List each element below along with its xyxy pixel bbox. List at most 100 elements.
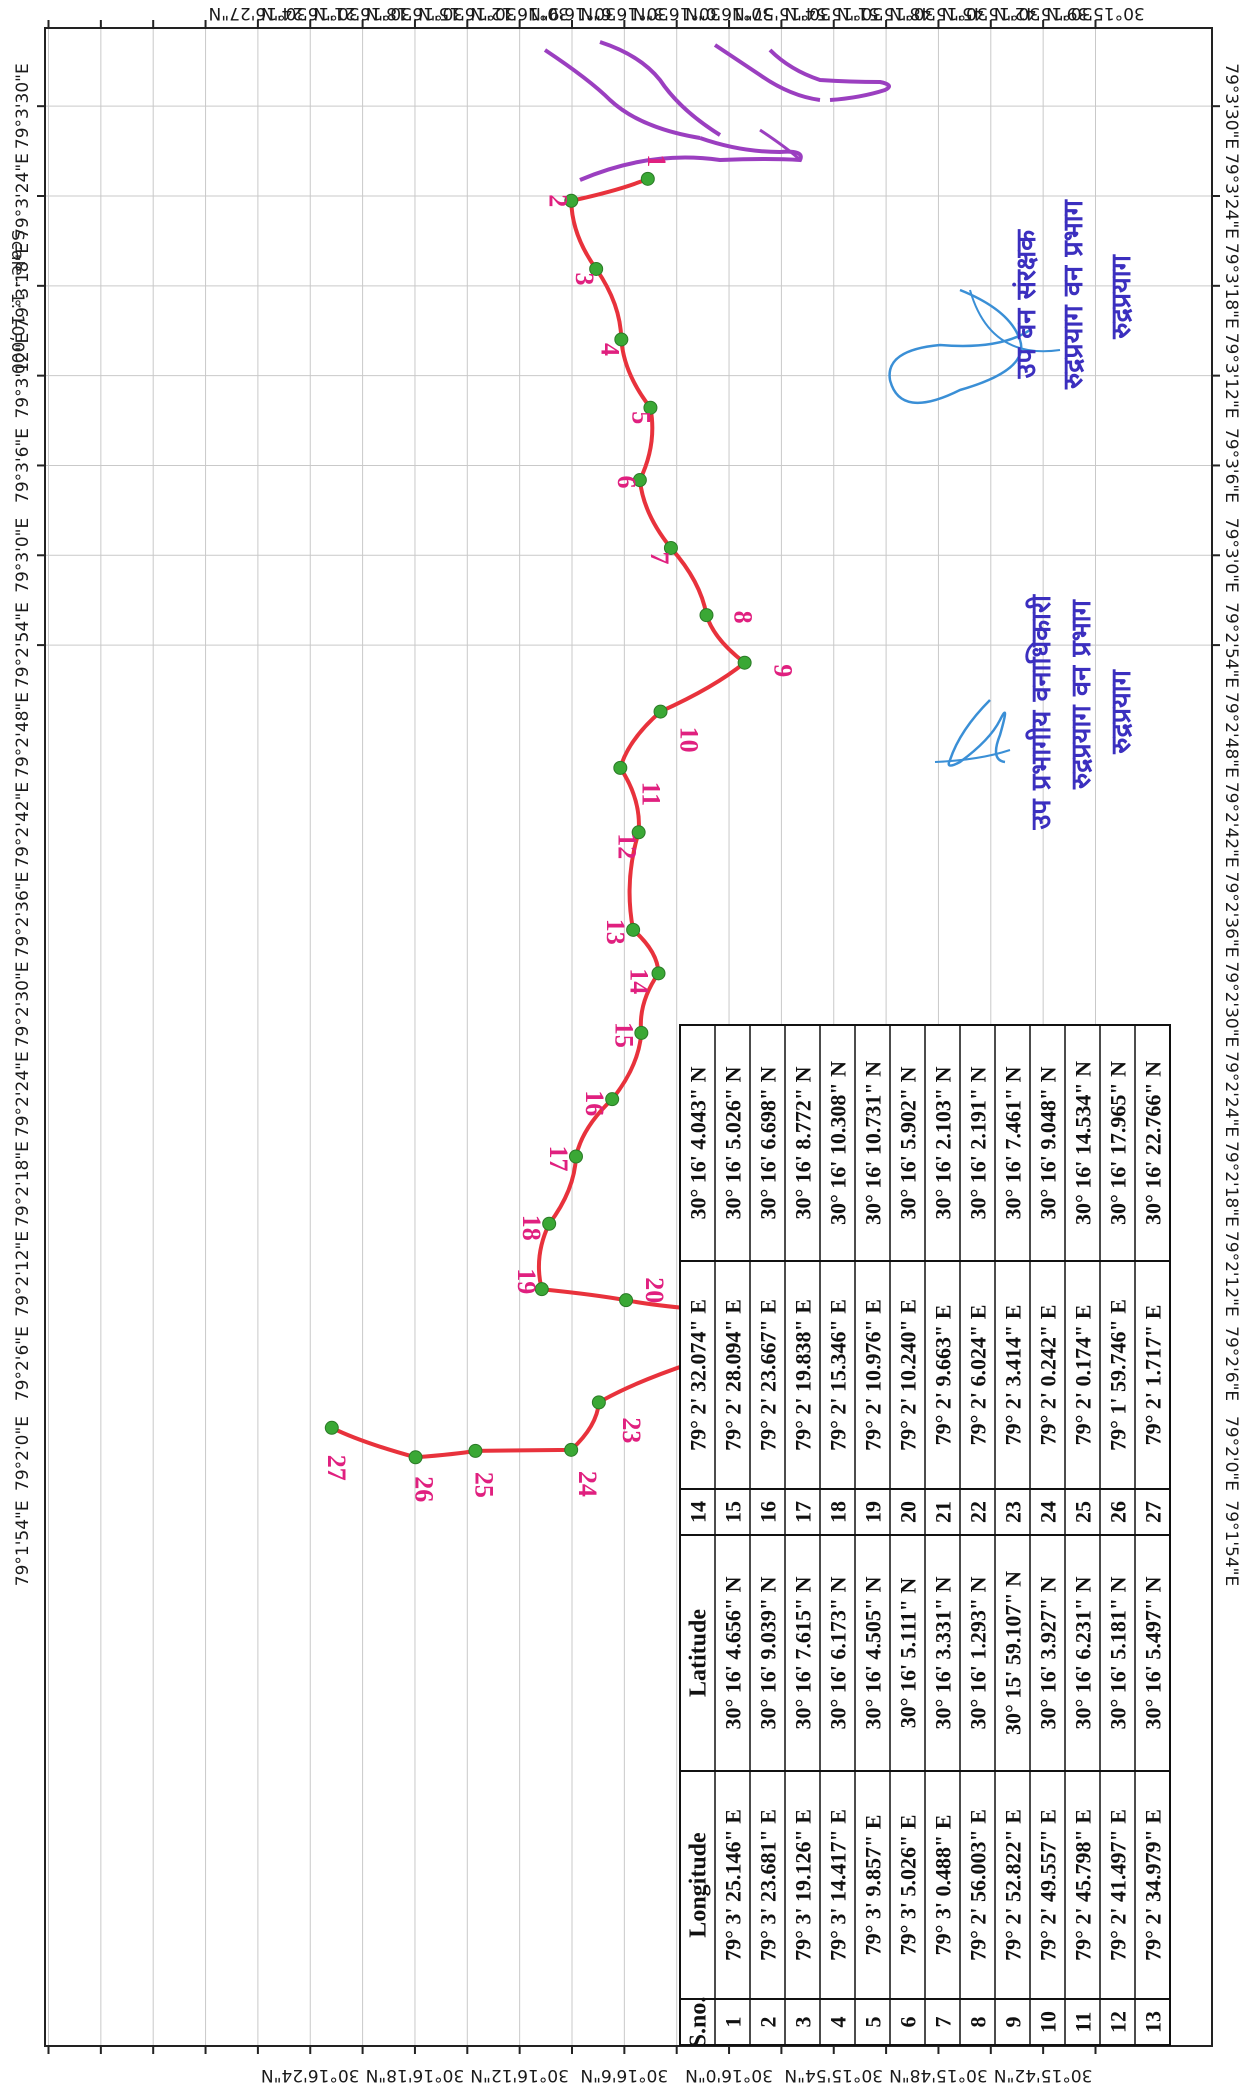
lat-label-top: 30°15'54"N	[784, 3, 883, 23]
route-point-10	[653, 704, 668, 719]
lat-label-top: 30°15'48"N	[889, 3, 988, 23]
table-cell-lat: 30° 16' 2.191" N	[966, 1066, 991, 1219]
lon-label-left: 79°2'12"E	[13, 1231, 33, 1317]
lat-label-top: 30°15'45"N	[941, 3, 1040, 23]
table-cell-lat: 30° 16' 5.026" N	[721, 1066, 746, 1219]
scale-text: Scale - 1: 10,000	[7, 230, 27, 374]
lat-label-top: 30°16'6"N	[580, 3, 668, 23]
table-cell-lat: 30° 16' 17.965" N	[1106, 1061, 1131, 1225]
table-cell-lon: 79° 2' 56.003" E	[966, 1809, 991, 1961]
table-cell-lat: 30° 16' 10.308" N	[826, 1061, 851, 1225]
table-cell-lat: 30° 16' 5.111" N	[896, 1578, 921, 1729]
route-point-8	[699, 608, 714, 623]
lat-label-top: 30°16'12"N	[470, 3, 569, 23]
lon-label-left: 79°2'48"E	[13, 692, 33, 778]
table-cell-lat: 30° 16' 22.766" N	[1141, 1061, 1166, 1225]
table-cell-lat: 30° 16' 5.902" N	[896, 1066, 921, 1219]
signature-1	[888, 288, 1061, 405]
point-label-15: 15	[609, 1022, 638, 1048]
table-cell-lat: 30° 16' 5.497" N	[1141, 1576, 1166, 1729]
route-point-4	[614, 332, 629, 347]
stamp1-line-1: उप वन संरक्षक	[1011, 229, 1042, 380]
point-label-16: 16	[580, 1090, 609, 1116]
lat-label-bottom: 30°16'0"N	[685, 2065, 773, 2085]
stamp-sub-divisional-officer: उप प्रभागीय वनाधिकारी रुद्रप्रयाग वन प्र…	[934, 594, 1137, 830]
table-cell-sno: 10	[1036, 2011, 1061, 2033]
table-cell-lon: 79° 3' 5.026" E	[896, 1815, 921, 1956]
table-cell-lat: 30° 16' 4.505" N	[861, 1576, 886, 1729]
point-label-18: 18	[517, 1215, 546, 1241]
lat-label-bottom: 30°15'54"N	[784, 2065, 883, 2085]
table-cell-lat: 30° 16' 2.103" N	[931, 1066, 956, 1219]
table-cell-lon: 79° 2' 52.822" E	[1001, 1809, 1026, 1961]
lat-label-top: 30°16'21"N	[313, 3, 412, 23]
lon-label-left: 79°3'0"E	[13, 518, 33, 593]
table-cell-lat: 30° 16' 1.293" N	[966, 1576, 991, 1729]
lat-label-bottom: 30°15'42"N	[994, 2065, 1093, 2085]
map-ticks	[37, 20, 1220, 2054]
coordinate-table: S.no. Longitude Latitude 1 79° 3' 25.146" E 3…	[679, 1024, 1171, 2048]
route-point-12	[631, 825, 646, 840]
lon-label-left: 79°1'54"E	[13, 1500, 33, 1586]
table-cell-sno: 9	[1001, 2017, 1026, 2028]
lat-label-top: 30°16'3"N	[633, 3, 721, 23]
point-label-20: 20	[640, 1277, 669, 1303]
table-cell-lat: 30° 16' 7.615" N	[791, 1576, 816, 1729]
table-cell-lat: 30° 16' 4.656" N	[721, 1576, 746, 1729]
table-cell-sno: 21	[931, 1501, 956, 1523]
lon-label-left: 79°2'30"E	[13, 961, 33, 1047]
route-point-27	[324, 1420, 339, 1435]
lat-label-top: 30°15'57"N	[732, 3, 831, 23]
river-lines	[543, 40, 891, 182]
lon-label-right: 79°2'48"E	[1221, 692, 1241, 778]
route-layer: 1234567891011121314151617181920212223242…	[322, 154, 798, 1502]
stamp1-line-2: रुद्रप्रयाग वन प्रभाग	[1058, 198, 1089, 390]
route-point-20	[619, 1293, 634, 1308]
table-cell-lon: 79° 3' 14.417" E	[826, 1809, 851, 1961]
lat-label-bottom: 30°15'48"N	[889, 2065, 988, 2085]
table-cell-sno: 19	[861, 1501, 886, 1523]
lat-label-top: 30°16'0"N	[685, 3, 773, 23]
table-cell-lat: 30° 16' 6.698" N	[756, 1066, 781, 1219]
table-cell-lat: 30° 16' 8.772" N	[791, 1066, 816, 1219]
table-cell-lon: 79° 2' 49.557" E	[1036, 1809, 1061, 1961]
route-point-3	[589, 261, 604, 276]
route-point-5	[643, 400, 658, 415]
lon-label-right: 79°2'6"E	[1221, 1326, 1241, 1401]
lon-label-left: 79°2'54"E	[13, 602, 33, 688]
stamp2-line-1: उप प्रभागीय वनाधिकारी	[1025, 594, 1057, 830]
table-cell-lon: 79° 1' 59.746" E	[1106, 1299, 1131, 1451]
table-cell-sno: 14	[686, 1501, 711, 1523]
stamp2-line-3: रुद्रप्रयाग	[1106, 668, 1137, 754]
point-label-10: 10	[675, 727, 704, 753]
lat-label-bottom: 30°16'6"N	[580, 2065, 668, 2085]
table-cell-sno: 17	[791, 1501, 816, 1523]
route-point-16	[605, 1092, 620, 1107]
lon-label-left: 79°2'0"E	[13, 1416, 33, 1491]
table-header-sno: S.no.	[686, 1997, 712, 2048]
lon-label-right: 79°3'6"E	[1221, 428, 1241, 503]
route-point-17	[568, 1149, 583, 1164]
lon-label-left: 79°3'6"E	[13, 428, 33, 503]
point-label-26: 26	[410, 1476, 439, 1502]
point-label-25: 25	[469, 1472, 498, 1498]
table-cell-lon: 79° 2' 19.838" E	[791, 1299, 816, 1451]
lat-label-top: 30°16'9"N	[528, 3, 616, 23]
lon-label-left: 79°2'36"E	[13, 872, 33, 958]
lon-label-right: 79°2'54"E	[1221, 602, 1241, 688]
table-cell-sno: 6	[896, 2017, 921, 2028]
lon-label-right: 79°2'30"E	[1221, 961, 1241, 1047]
table-cell-lat: 30° 16' 3.331" N	[931, 1576, 956, 1729]
stamp1-line-3: रुद्रप्रयाग	[1106, 253, 1137, 339]
table-cell-lat: 30° 16' 14.534" N	[1071, 1061, 1096, 1225]
route-point-13	[626, 922, 641, 937]
lon-label-right: 79°3'24"E	[1221, 153, 1241, 239]
point-label-1: 1	[642, 154, 671, 167]
map-frame	[44, 27, 1213, 2047]
route-point-7	[663, 540, 678, 555]
table-cell-lon: 79° 2' 34.979" E	[1141, 1809, 1166, 1961]
lon-label-right: 79°2'18"E	[1221, 1141, 1241, 1227]
table-cell-sno: 16	[756, 1501, 781, 1523]
lat-label-bottom: 30°16'18"N	[366, 2065, 465, 2085]
